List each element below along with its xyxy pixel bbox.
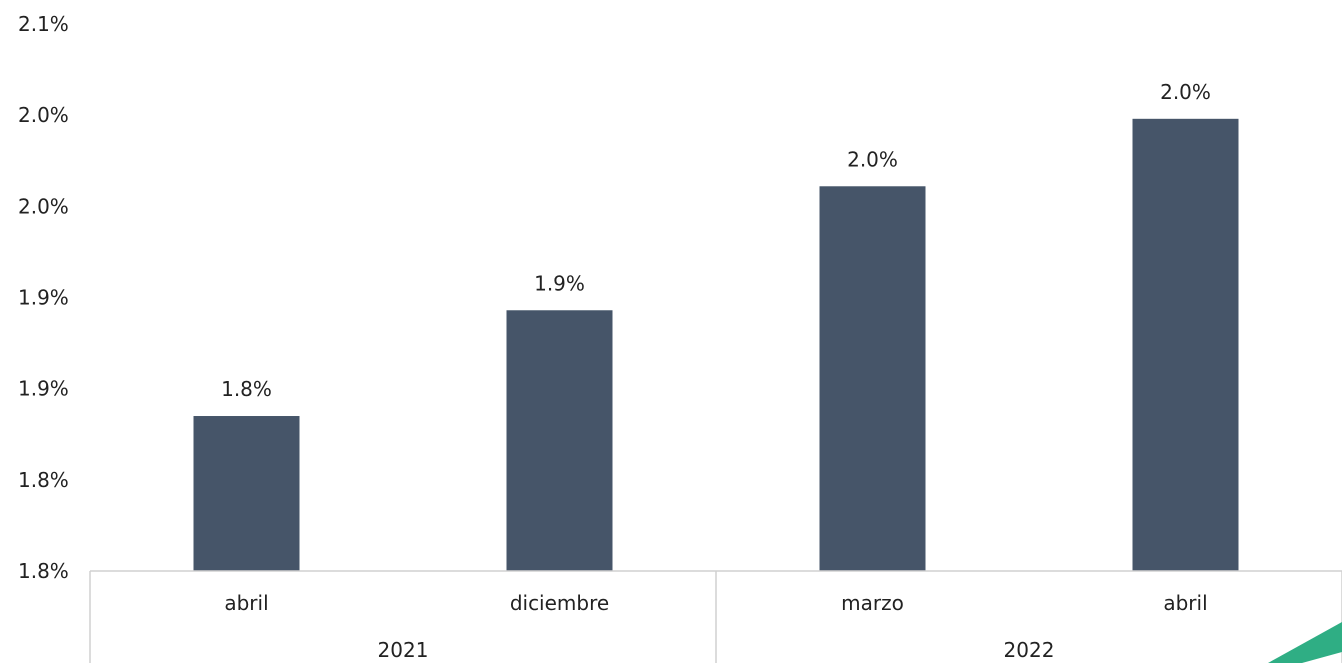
- corner-decoration: [1268, 622, 1342, 663]
- bars: 1.8% 1.9% 2.0% 2.0%: [193, 80, 1239, 572]
- y-axis: 1.8% 1.8% 1.9% 1.9% 2.0% 2.0% 2.1%: [18, 12, 69, 583]
- category-label: abril: [1163, 591, 1207, 615]
- bar: [193, 416, 300, 571]
- y-tick-label: 1.8%: [18, 559, 69, 583]
- bar: [819, 186, 926, 571]
- category-label: abril: [224, 591, 268, 615]
- y-tick-label: 2.0%: [18, 194, 69, 218]
- y-tick-label: 2.0%: [18, 103, 69, 127]
- data-label: 1.8%: [221, 377, 272, 401]
- y-tick-label: 1.9%: [18, 377, 69, 401]
- group-label: 2022: [1004, 638, 1055, 662]
- group-label: 2021: [378, 638, 429, 662]
- accent-stripe: [1268, 622, 1342, 663]
- data-label: 1.9%: [534, 271, 585, 295]
- data-label: 2.0%: [847, 147, 898, 171]
- bar: [1132, 118, 1239, 572]
- y-tick-label: 2.1%: [18, 12, 69, 36]
- y-tick-label: 1.8%: [18, 468, 69, 492]
- category-label: marzo: [841, 591, 904, 615]
- category-label: diciembre: [510, 591, 609, 615]
- data-label: 2.0%: [1160, 80, 1211, 104]
- x-axis: abril diciembre marzo abril 2021 2022: [89, 570, 1342, 663]
- y-tick-label: 1.9%: [18, 286, 69, 310]
- bar: [506, 310, 613, 571]
